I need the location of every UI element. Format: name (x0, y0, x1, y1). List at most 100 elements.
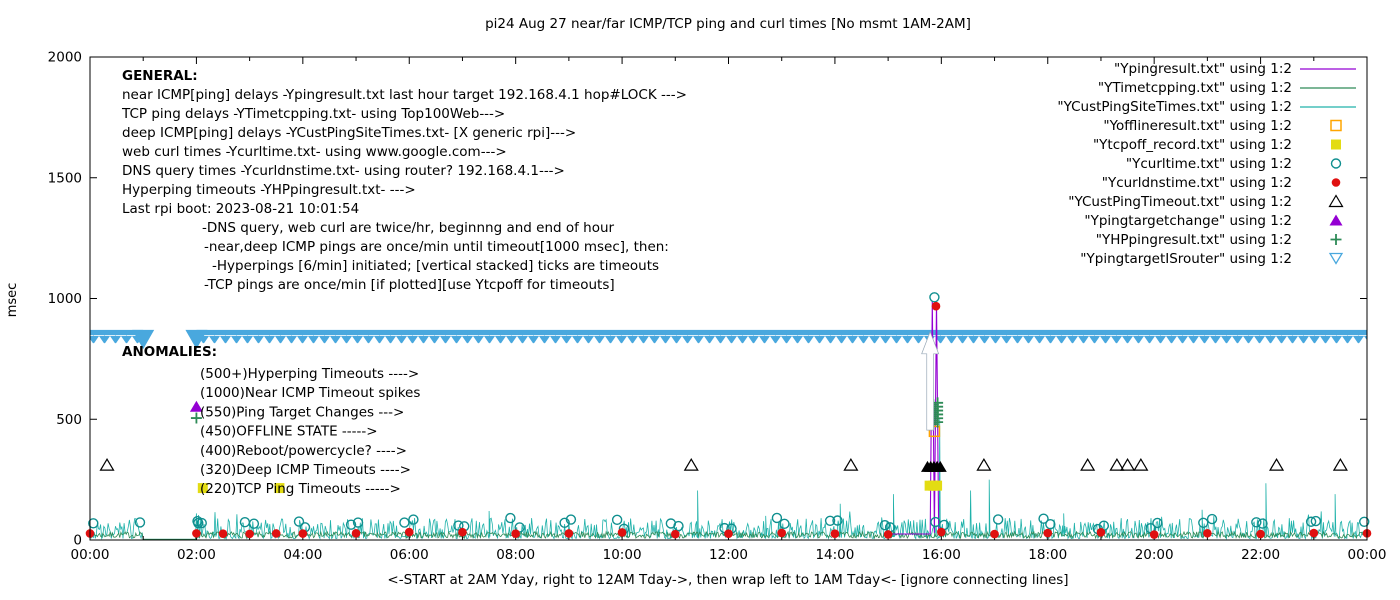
marker-Ycurltime (611, 514, 623, 526)
marker-Ycurldnstime (245, 529, 254, 539)
marker-Ycurldnstime (458, 527, 467, 537)
marker-Ycurldnstime (990, 529, 999, 539)
plot-border (89, 56, 1368, 541)
x-axis-label: <-START at 2AM Yday, right to 12AM Tday-… (387, 572, 1068, 588)
marker-YCustPingTimeout (843, 457, 859, 471)
marker-Ycurltime (929, 292, 940, 303)
marker-YCustPingTimeout_deep_cluster (933, 460, 947, 472)
legend-marker-sample (1331, 178, 1341, 187)
anomaly-line: (220)TCP Ping Timeouts -----> (200, 481, 401, 497)
legend-marker-sample (1329, 214, 1343, 226)
marker-Ycurldnstime (937, 527, 946, 537)
isrouter-edge-triangle (132, 329, 155, 350)
marker-Ycurltime (832, 515, 843, 526)
legend-marker-sample (1328, 252, 1344, 265)
y-axis-label: msec (5, 283, 20, 318)
marker-Ycurltime (824, 515, 836, 527)
marker-Ycurltime (1206, 513, 1218, 525)
marker-Ytcpoff_record (197, 483, 208, 494)
marker-Ycurltime (1305, 516, 1317, 527)
marker-Yofflineresult (928, 425, 941, 438)
anomaly-line: (320)Deep ICMP Timeouts ----> (200, 462, 411, 478)
isrouter-band-teeth (196, 335, 1368, 344)
legend-marker-sample (1330, 119, 1342, 132)
marker-Ycurltime (514, 522, 525, 533)
marker-Ycurldnstime (1043, 528, 1053, 538)
legend-label: "Ypingtargetchange" using 1:2 (1084, 213, 1292, 229)
x-tick-label: 10:00 (603, 547, 642, 563)
isrouter-edge-triangle (185, 329, 208, 350)
anomaly-line: (400)Reboot/powercycle? ----> (200, 443, 407, 459)
marker-Ytcpoff_record (932, 480, 943, 491)
x-tick-label: 06:00 (390, 547, 429, 563)
marker-Ycurltime (505, 512, 516, 524)
anomaly-line: (550)Ping Target Changes ---> (200, 404, 404, 420)
marker-YCustPingTimeout (976, 457, 992, 471)
isrouter-band (196, 329, 1368, 336)
marker-Ycurltime (345, 519, 357, 530)
marker-Ycurldnstime (777, 528, 787, 538)
marker-Ycurltime (399, 517, 410, 528)
x-tick-label: 22:00 (1241, 547, 1280, 563)
x-tick-label: 12:00 (709, 547, 748, 563)
legend-marker-sample (1328, 194, 1344, 208)
y-tick-label: 2000 (48, 50, 82, 66)
legend-label: "Ycurltime.txt" using 1:2 (1126, 156, 1292, 172)
y-tick-label: 1000 (48, 291, 82, 307)
marker-Ycurltime (673, 520, 684, 532)
general-line: web curl times -Ycurltime.txt- using www… (122, 144, 507, 160)
marker-Ycurltime (248, 518, 260, 529)
marker-Ycurldnstime (883, 530, 893, 539)
marker-YHPpingresult (932, 397, 944, 409)
marker-Ycurltime (293, 516, 305, 527)
marker-Ycurltime (88, 518, 99, 529)
legend-marker-sample (1330, 234, 1342, 245)
marker-Ycurldnstime (931, 301, 941, 311)
marker-Ycurldnstime (404, 527, 414, 537)
x-tick-label: 20:00 (1135, 547, 1174, 563)
legend-label: "YCustPingSiteTimes.txt" using 1:2 (1057, 99, 1292, 115)
white-up-arrow (921, 330, 940, 431)
marker-Ycurldnstime (218, 529, 228, 539)
legend-marker-sample (1330, 158, 1342, 169)
marker-Ycurltime (1310, 515, 1322, 527)
marker-YCustPingTimeout (1109, 457, 1125, 471)
marker-Ycurltime (1038, 513, 1049, 524)
marker-Ycurltime (134, 517, 146, 528)
plot-content: 00:00 02:00 04:00 06:00 08:00 10:00 12:00 14:00… (48, 50, 1387, 564)
y-tick-label: 500 (56, 412, 82, 428)
marker-Ycurltime (992, 514, 1004, 525)
anomalies-heading: ANOMALIES: (122, 344, 217, 360)
legend-label: "Ypingresult.txt" using 1:2 (1114, 61, 1292, 77)
marker-YCustPingTimeout (99, 457, 115, 471)
x-tick-label: 14:00 (815, 547, 854, 563)
marker-Ycurldnstime (351, 529, 361, 538)
marker-Ycurldnstime (1096, 528, 1106, 537)
marker-Ycurltime (1251, 517, 1262, 528)
marker-Ycurltime (565, 514, 577, 525)
general-line: near ICMP[ping] delays -Ypingresult.txt … (122, 87, 687, 103)
y-tick-label: 0 (73, 533, 82, 549)
marker-YCustPingTimeout (683, 457, 699, 471)
x-tick-label: 02:00 (177, 547, 216, 563)
marker-Ypingtargetchange (189, 400, 203, 412)
general-line: Hyperping timeouts -YHPpingresult.txt- -… (122, 182, 416, 198)
marker-Ycurldnstime (1256, 529, 1265, 539)
marker-Ycurltime (1257, 518, 1268, 529)
marker-Ycurltime (1045, 518, 1056, 530)
marker-Ycurldnstime (298, 529, 308, 538)
anomaly-line: (1000)Near ICMP Timeout spikes (200, 385, 420, 401)
marker-Ycurldnstime (1149, 530, 1159, 539)
marker-Ycurltime (1198, 517, 1209, 528)
marker-Ycurldnstime (564, 529, 574, 538)
general-line: deep ICMP[ping] delays -YCustPingSiteTim… (122, 125, 576, 141)
isrouter-band (90, 329, 144, 336)
marker-Ycurltime (408, 514, 419, 525)
x-tick-label: 00:00 (1348, 547, 1387, 563)
chart-title: pi24 Aug 27 near/far ICMP/TCP ping and c… (485, 16, 971, 32)
general-line: TCP ping delays -YTimetcpping.txt- using… (121, 106, 505, 122)
legend-label: "YHPpingresult.txt" using 1:2 (1096, 232, 1292, 248)
